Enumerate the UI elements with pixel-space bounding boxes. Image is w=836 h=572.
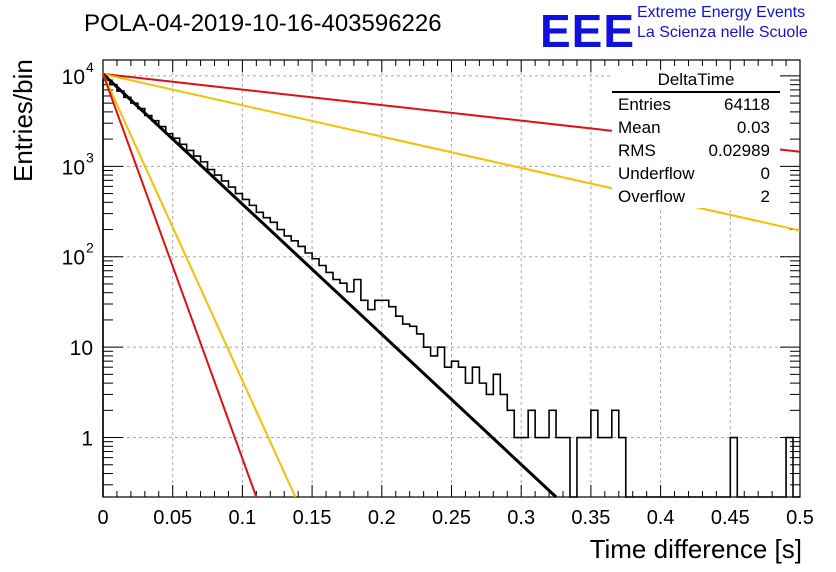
y-tick-exponent: 4 xyxy=(86,59,94,75)
stats-value: 0 xyxy=(760,164,770,183)
stats-row: Overflow 2 xyxy=(612,185,780,208)
x-tick-label: 0.35 xyxy=(571,507,610,529)
y-tick-label: 10 xyxy=(62,247,85,270)
x-tick-label: 0.5 xyxy=(786,507,814,529)
y-tick-label: 1 xyxy=(81,428,93,451)
logo-line2: La Scienza nelle Scuole xyxy=(637,24,808,41)
x-axis-label: Time difference [s] xyxy=(589,534,802,564)
stats-row: Entries 64118 xyxy=(612,93,780,116)
x-tick-label: 0.3 xyxy=(507,507,535,529)
x-tick-label: 0.4 xyxy=(647,507,675,529)
stats-title: DeltaTime xyxy=(612,70,780,93)
x-tick-label: 0.2 xyxy=(368,507,396,529)
histogram-step xyxy=(102,79,800,498)
stats-row: Underflow 0 xyxy=(612,162,780,185)
stats-value: 0.03 xyxy=(736,118,770,137)
stats-value: 0.02989 xyxy=(708,141,770,160)
stats-value: 64118 xyxy=(723,95,770,114)
axis-ticks xyxy=(102,60,801,497)
stats-row: RMS 0.02989 xyxy=(612,139,780,162)
stats-label: Mean xyxy=(618,118,661,137)
stats-value: 2 xyxy=(760,187,770,206)
y-tick-exponent: 2 xyxy=(86,240,94,256)
eee-logo: EEE xyxy=(540,5,636,57)
y-axis-label: Entries/bin xyxy=(8,59,38,182)
y-tick-label: 10 xyxy=(62,66,85,89)
stats-box: DeltaTime Entries 64118 Mean 0.03 RMS 0.029… xyxy=(612,70,780,208)
red-exponential-line xyxy=(102,73,258,498)
x-tick-label: 0.05 xyxy=(153,507,192,529)
x-tick-label: 0.15 xyxy=(293,507,332,529)
y-tick-label: 10 xyxy=(70,337,93,360)
tick-labels: 0 0.05 0.1 0.15 0.2 0.25 0.3 0.35 0.4 0.45 0.5 1 10 1… xyxy=(62,59,814,529)
stats-row: Mean 0.03 xyxy=(612,116,780,139)
x-tick-label: 0 xyxy=(97,507,108,529)
x-tick-label: 0.25 xyxy=(432,507,471,529)
logo-line1: Extreme Energy Events xyxy=(637,4,806,21)
y-tick-label: 10 xyxy=(62,156,85,179)
x-tick-label: 0.45 xyxy=(711,507,750,529)
orange-exponential-line xyxy=(102,73,297,498)
stats-label: Entries xyxy=(618,95,671,114)
x-tick-label: 0.1 xyxy=(228,507,256,529)
stats-label: RMS xyxy=(618,141,656,160)
y-tick-exponent: 3 xyxy=(86,149,94,165)
stats-label: Overflow xyxy=(618,187,686,206)
stats-label: Underflow xyxy=(618,164,695,183)
black-exponential-line xyxy=(101,72,558,499)
chart-title: POLA-04-2019-10-16-403596226 xyxy=(84,10,442,37)
